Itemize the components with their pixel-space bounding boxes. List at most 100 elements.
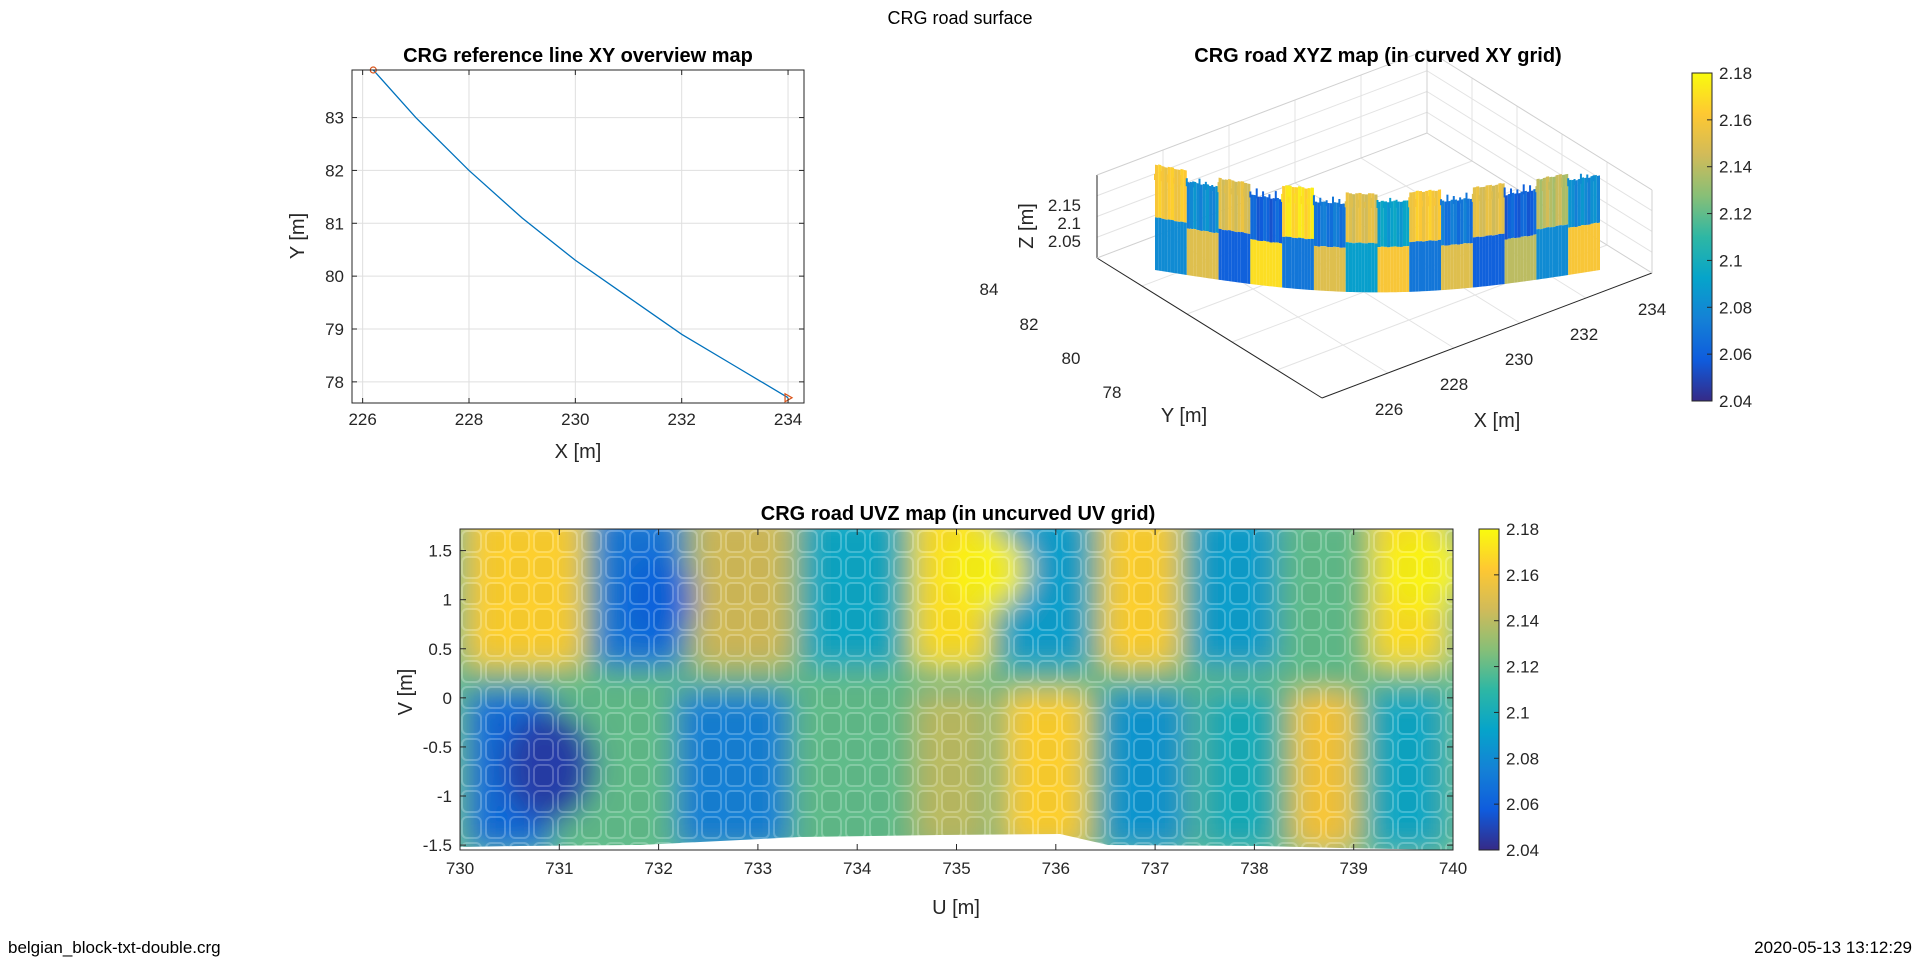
xyz-surface-patch (1568, 227, 1572, 275)
xyz-surface-patch (1441, 200, 1445, 246)
xyz-surface-patch (1313, 201, 1318, 247)
xyz-surface-patch (1348, 242, 1353, 293)
xyz-surface-patch (1580, 177, 1585, 226)
xyz-surface (1154, 164, 1600, 293)
xyz-box-edge (1096, 49, 1428, 176)
xyz-surface-patch (1336, 247, 1340, 292)
xyz-surface-patch (1514, 193, 1518, 239)
xyz-surface-patch (1345, 192, 1349, 243)
xyz-surface-patch (1278, 243, 1283, 288)
uvz-colorbar-tick-label: 2.04 (1506, 841, 1539, 860)
xyz-surface-patch (1307, 238, 1311, 290)
xyz-surface-patch (1189, 181, 1194, 230)
xyz-surface-patch (1155, 217, 1159, 271)
xyz-surface-patch (1507, 193, 1511, 239)
xy-xtick-label: 228 (455, 410, 483, 429)
xyz-surface-patch (1402, 200, 1407, 247)
footer-timestamp: 2020-05-13 13:12:29 (1754, 938, 1912, 957)
xyz-surface-patch (1161, 218, 1165, 272)
uvz-colorbar-tick-label: 2.06 (1506, 795, 1539, 814)
xyz-surface-patch (1212, 232, 1216, 280)
xyz-surface-patch (1313, 245, 1318, 291)
xyz-surface-patch (1415, 190, 1419, 242)
xyz-colorbar-tick-label: 2.16 (1719, 111, 1752, 130)
xyz-surface-patch (1456, 244, 1461, 289)
xyz-surface-patch (1253, 194, 1257, 241)
xyz-surface-patch (1504, 195, 1508, 240)
xyz-surface-patch (1244, 232, 1248, 284)
xyz-surface-patch (1447, 245, 1451, 290)
xyz-surface-patch (1453, 244, 1457, 290)
xyz-surface-patch (1170, 219, 1175, 274)
xyz-surface-patch (1587, 224, 1591, 273)
xyz-wall-grid (1096, 111, 1428, 238)
uvz-colorbar-tick-label: 2.1 (1506, 703, 1530, 722)
xy-series-line (372, 69, 789, 399)
xyz-surface-patch (1453, 199, 1457, 245)
xyz-surface-patch (1498, 233, 1502, 285)
xyz-surface-patch (1437, 239, 1442, 291)
uvz-xtick-label: 734 (843, 859, 871, 878)
uvz-ytick-label: 1 (443, 591, 452, 610)
xyz-surface-patch (1266, 241, 1270, 287)
xy-xtick-label: 230 (561, 410, 589, 429)
xy-ytick-label: 83 (325, 109, 344, 128)
xyz-surface-patch (1291, 237, 1295, 289)
xyz-surface-patch (1282, 185, 1286, 238)
xyz-surface-patch (1158, 217, 1162, 272)
xyz-surface-patch (1336, 202, 1340, 248)
xyz-surface-patch (1212, 186, 1216, 234)
uvz-ytick-label: -1 (437, 787, 452, 806)
xyz-surface-patch (1317, 246, 1321, 291)
xyz-surface-patch (1170, 167, 1175, 221)
xyz-surface-patch (1320, 246, 1324, 291)
xyz-surface-patch (1530, 190, 1534, 236)
xyz-surface-patch (1333, 246, 1337, 292)
xyz-surface-patch (1444, 201, 1448, 246)
xyz-surface-patch (1371, 242, 1375, 293)
xyz-wall-grid (1426, 70, 1653, 212)
xyz-surface-patch (1568, 179, 1572, 228)
xyz-ticks: 226 228 230 232 234 78 80 82 84 2.052.12.15 (980, 196, 1667, 419)
uvz-title: CRG road UVZ map (in uncurved UV grid) (761, 503, 1155, 525)
xyz-surface-patch (1415, 241, 1419, 292)
xyz-surface-patch (1577, 225, 1581, 274)
xy-title: CRG reference line XY overview map (403, 45, 753, 67)
xyz-surface-patch (1155, 164, 1159, 218)
xyz-surface-patch (1333, 202, 1337, 247)
xyz-axis-x (1321, 272, 1653, 399)
xyz-surface-patch (1498, 183, 1502, 235)
xyz-surface-patch (1186, 181, 1190, 229)
xyz-surface-patch (1183, 169, 1187, 223)
xyz-surface-patch (1580, 224, 1585, 274)
xyz-surface-patch (1294, 237, 1299, 289)
xyz-surface-patch (1355, 242, 1359, 293)
xy-xtick-label: 226 (348, 410, 376, 429)
xyz-surface-patch (1485, 235, 1489, 287)
xyz-surface-patch (1425, 240, 1429, 292)
xyz-surface-patch (1396, 246, 1400, 293)
xyz-surface-patch (1460, 199, 1464, 245)
xyz-surface-patch (1476, 186, 1480, 237)
xyz-surface-patch (1536, 228, 1540, 280)
xyz-surface-patch (1221, 229, 1225, 281)
xyz-ztick-label: 2.05 (1048, 232, 1081, 251)
xyz-colorbar-tick-label: 2.04 (1719, 392, 1752, 411)
xyz-surface-patch (1352, 243, 1356, 293)
xyz-surface-patch (1266, 197, 1270, 242)
xyz-surface-patch (1450, 244, 1454, 290)
figure-title: CRG road surface (887, 8, 1032, 28)
xyz-surface-patch (1361, 243, 1365, 293)
xy-reference-line (372, 69, 789, 399)
xy-ytick-label: 80 (325, 267, 344, 286)
xyz-surface-patch (1565, 173, 1569, 225)
xyz-surface-patch (1431, 240, 1435, 291)
xyz-surface-patch (1520, 191, 1524, 237)
xyz-surface-patch (1298, 186, 1302, 238)
xyz-surface-patch (1364, 194, 1368, 244)
xyz-surface-patch (1383, 201, 1388, 247)
xyz-surface-patch (1167, 219, 1171, 273)
xyz-surface-patch (1418, 190, 1422, 242)
uvz-colorbar: 2.04 2.06 2.08 2.1 2.12 2.14 2.16 2.18 (1478, 520, 1539, 860)
xy-grid (352, 70, 804, 403)
